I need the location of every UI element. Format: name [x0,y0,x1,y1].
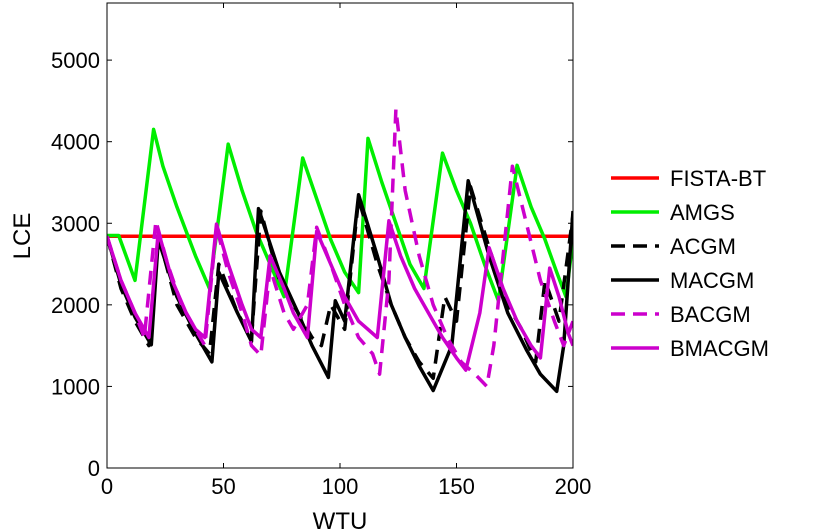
legend-label-fista-bt: FISTA-BT [670,166,766,191]
y-tick-label: 1000 [51,374,100,399]
series-layer [107,107,573,394]
legend-label-bmacgm: BMACGM [670,336,769,361]
y-tick-label: 4000 [51,130,100,155]
x-tick-label: 200 [555,474,592,499]
legend-label-acgm: ACGM [670,234,736,259]
y-tick-label: 2000 [51,293,100,318]
series-line-amgs [107,127,573,303]
x-tick-label: 50 [211,474,235,499]
series-line-bmacgm [107,219,573,372]
y-tick-label: 3000 [51,211,100,236]
legend-label-bacgm: BACGM [670,302,751,327]
x-axis-label: WTU [313,508,368,531]
x-tick-label: 0 [101,474,113,499]
x-tick-label: 150 [438,474,475,499]
x-tick-label: 100 [322,474,359,499]
legend-label-macgm: MACGM [670,268,754,293]
legend-label-amgs: AMGS [670,200,735,225]
legend: FISTA-BT AMGS ACGM MACGM BACGM BMACGM [611,166,769,361]
y-tick-label: 0 [88,456,100,481]
y-tick-label: 5000 [51,48,100,73]
y-axis-label: LCE [9,213,36,260]
